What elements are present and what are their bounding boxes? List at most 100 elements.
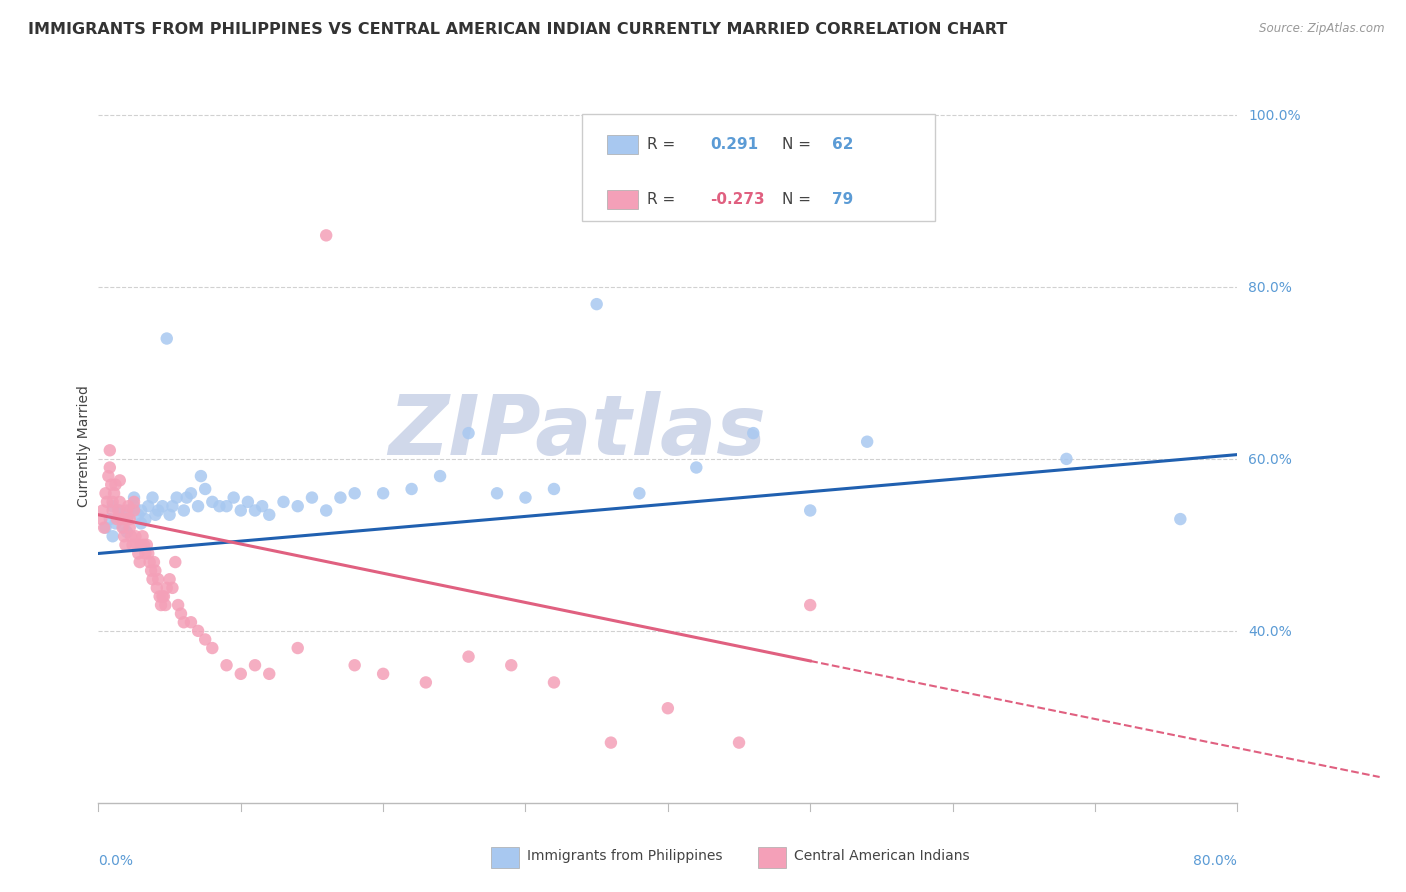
Point (156, 332, 179, 346)
Point (159, 508, 181, 522)
Text: 0.0%: 0.0% (98, 855, 134, 869)
Point (108, 508, 131, 522)
Point (132, 538, 155, 552)
Point (103, 486, 125, 500)
Point (136, 546, 159, 560)
Point (229, 503, 252, 517)
Point (486, 486, 509, 500)
Point (343, 658, 366, 673)
Point (401, 482, 423, 496)
Point (101, 499, 124, 513)
Point (122, 499, 145, 513)
Point (112, 521, 135, 535)
Point (194, 482, 217, 496)
Point (799, 598, 821, 612)
Point (856, 434, 879, 449)
Point (543, 482, 565, 496)
Point (110, 512, 132, 526)
Point (215, 658, 238, 673)
Text: 0.291: 0.291 (710, 137, 758, 153)
Point (129, 516, 152, 531)
Point (146, 581, 169, 595)
Point (250, 499, 273, 513)
Point (180, 486, 202, 500)
Point (149, 590, 172, 604)
Point (97, 469, 120, 483)
Point (166, 491, 188, 505)
Point (415, 675, 437, 690)
Point (685, 460, 707, 475)
Point (98, 443, 121, 458)
Point (585, 297, 607, 311)
FancyBboxPatch shape (607, 190, 638, 210)
Point (111, 521, 134, 535)
Point (159, 572, 181, 586)
Point (120, 529, 142, 543)
Point (94, 521, 117, 535)
Point (728, 736, 751, 750)
Point (115, 512, 138, 526)
Point (628, 486, 651, 500)
Text: N =: N = (782, 137, 815, 153)
Point (141, 572, 163, 586)
Point (94, 486, 117, 500)
Point (180, 615, 202, 630)
Text: N =: N = (782, 193, 815, 207)
Text: -0.273: -0.273 (710, 193, 765, 207)
Point (118, 512, 141, 526)
Point (287, 641, 309, 656)
Point (108, 474, 131, 488)
FancyBboxPatch shape (607, 136, 638, 154)
Point (136, 499, 159, 513)
Point (122, 491, 145, 505)
Point (141, 491, 163, 505)
Point (135, 538, 157, 552)
Point (148, 503, 170, 517)
Text: Source: ZipAtlas.com: Source: ZipAtlas.com (1260, 22, 1385, 36)
Point (243, 503, 266, 517)
Point (600, 736, 623, 750)
Point (129, 503, 152, 517)
Point (122, 503, 145, 517)
Point (429, 469, 451, 483)
Point (501, 658, 523, 673)
Point (457, 649, 479, 664)
Point (125, 538, 148, 552)
Point (98, 460, 121, 475)
Point (515, 491, 537, 505)
Point (165, 555, 187, 569)
Point (118, 521, 141, 535)
FancyBboxPatch shape (582, 114, 935, 221)
Point (201, 495, 224, 509)
Point (139, 564, 162, 578)
Point (145, 508, 167, 522)
Point (131, 529, 153, 543)
Point (124, 529, 146, 543)
Point (167, 598, 190, 612)
Point (134, 546, 156, 560)
Point (1170, 512, 1192, 526)
Point (373, 666, 395, 681)
Point (127, 546, 149, 560)
Point (222, 491, 245, 505)
Point (543, 675, 565, 690)
Point (145, 564, 167, 578)
Point (115, 512, 138, 526)
Point (148, 572, 170, 586)
Text: 79: 79 (832, 193, 853, 207)
Point (215, 499, 238, 513)
Point (91, 503, 114, 517)
Point (101, 529, 124, 543)
Point (329, 491, 352, 505)
Point (301, 491, 323, 505)
Point (162, 581, 184, 595)
Point (96, 495, 118, 509)
Text: IMMIGRANTS FROM PHILIPPINES VS CENTRAL AMERICAN INDIAN CURRENTLY MARRIED CORRELA: IMMIGRANTS FROM PHILIPPINES VS CENTRAL A… (28, 22, 1007, 37)
Point (208, 499, 231, 513)
Point (129, 538, 152, 552)
Point (107, 503, 129, 517)
Point (315, 228, 337, 243)
Point (134, 512, 156, 526)
Point (115, 503, 138, 517)
Y-axis label: Currently Married: Currently Married (77, 385, 91, 507)
